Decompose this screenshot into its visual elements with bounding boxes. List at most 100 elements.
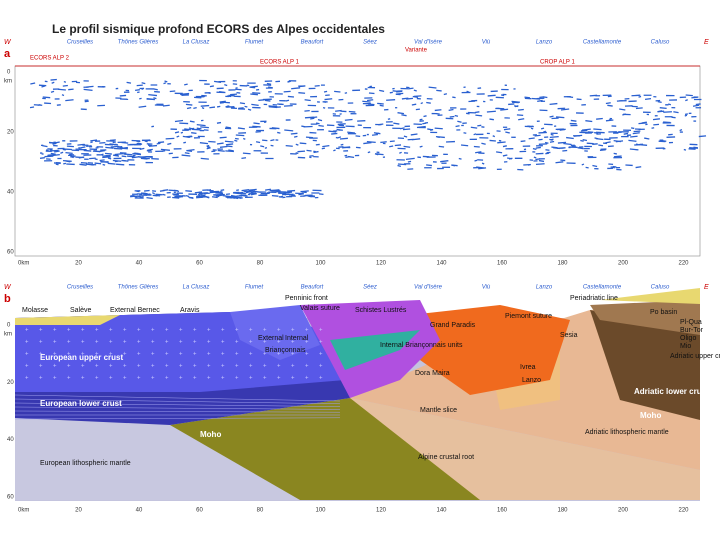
reflector [34, 105, 42, 106]
reflector [215, 193, 223, 194]
reflector [398, 166, 401, 167]
cross: + [81, 328, 85, 334]
reflector [175, 194, 179, 195]
place-label: Séez [363, 285, 377, 291]
reflector [135, 90, 140, 91]
reflector [304, 111, 309, 112]
place-label: Flumet [245, 40, 264, 46]
reflector [399, 152, 401, 153]
unit-label: Adriatic lithospheric mantle [585, 429, 669, 436]
reflector [668, 104, 671, 105]
reflector [160, 191, 165, 192]
reflector [380, 105, 384, 106]
reflector [545, 143, 548, 144]
reflector [84, 150, 92, 151]
reflector [464, 133, 467, 134]
depth-tick-label: 20 [7, 380, 14, 386]
reflector [51, 91, 54, 92]
reflector [125, 154, 133, 155]
cross: + [319, 352, 323, 358]
cross: + [165, 352, 169, 358]
reflector [538, 139, 542, 140]
cross: + [277, 376, 281, 382]
reflector [63, 161, 72, 162]
distance-tick-label: 60 [196, 508, 203, 514]
reflector [165, 81, 168, 82]
reflector [230, 94, 237, 95]
distance-tick-label: 80 [257, 508, 264, 514]
reflector [240, 103, 245, 104]
reflector [202, 108, 204, 109]
reflector [545, 150, 549, 151]
reflector [630, 149, 639, 150]
reflector [226, 127, 231, 128]
cross: + [137, 340, 141, 346]
reflector [475, 115, 482, 116]
cross: + [235, 352, 239, 358]
reflector [342, 147, 350, 148]
cross: + [249, 328, 253, 334]
cross: + [81, 364, 85, 370]
reflector [645, 99, 651, 100]
reflector [402, 98, 408, 99]
reflector [524, 97, 529, 98]
profile-label: ECORS ALP 1 [260, 60, 300, 66]
reflector [249, 190, 253, 191]
reflector [284, 130, 293, 131]
distance-tick-label: 40 [136, 261, 143, 267]
cross: + [291, 364, 295, 370]
cross: + [67, 364, 71, 370]
cross: + [109, 340, 113, 346]
reflector [220, 146, 227, 147]
reflector [605, 142, 610, 143]
reflector [517, 115, 523, 116]
reflector [271, 190, 280, 191]
reflector [85, 101, 89, 102]
reflector [191, 133, 196, 134]
reflector [220, 137, 227, 138]
reflector [658, 102, 662, 103]
reflector [262, 140, 267, 141]
reflector [225, 141, 234, 142]
cross: + [319, 376, 323, 382]
reflector [226, 107, 234, 108]
unit-label: Bur-Tor [680, 327, 704, 334]
cross: + [193, 376, 197, 382]
reflector [186, 196, 189, 197]
reflector [234, 140, 237, 141]
reflector [65, 100, 73, 101]
reflector [95, 163, 101, 164]
reflector [455, 116, 458, 117]
reflector [596, 119, 603, 120]
reflector [475, 160, 478, 161]
reflector [531, 128, 533, 129]
reflector [594, 133, 598, 134]
reflector [207, 145, 210, 146]
place-label: Beaufort [301, 40, 324, 46]
cross: + [39, 340, 43, 346]
distance-tick-label: 40 [136, 508, 143, 514]
reflector [593, 129, 601, 130]
reflector [163, 105, 170, 106]
reflector [367, 142, 376, 143]
cross: + [53, 376, 57, 382]
reflector [536, 164, 545, 165]
reflector [608, 96, 612, 97]
reflector [696, 104, 701, 105]
reflector [186, 104, 192, 105]
reflector [574, 135, 582, 136]
reflector [137, 144, 142, 145]
panel-label: a [4, 48, 11, 60]
reflector [142, 140, 150, 141]
reflector [421, 103, 423, 104]
reflector [243, 139, 245, 140]
reflector [477, 125, 481, 126]
cross: + [95, 376, 99, 382]
place-label: Lanzo [536, 285, 553, 291]
reflector [220, 101, 226, 102]
reflector [541, 128, 544, 129]
reflector [44, 156, 53, 157]
depth-unit: km [4, 332, 12, 338]
distance-tick-label: 180 [557, 508, 568, 514]
